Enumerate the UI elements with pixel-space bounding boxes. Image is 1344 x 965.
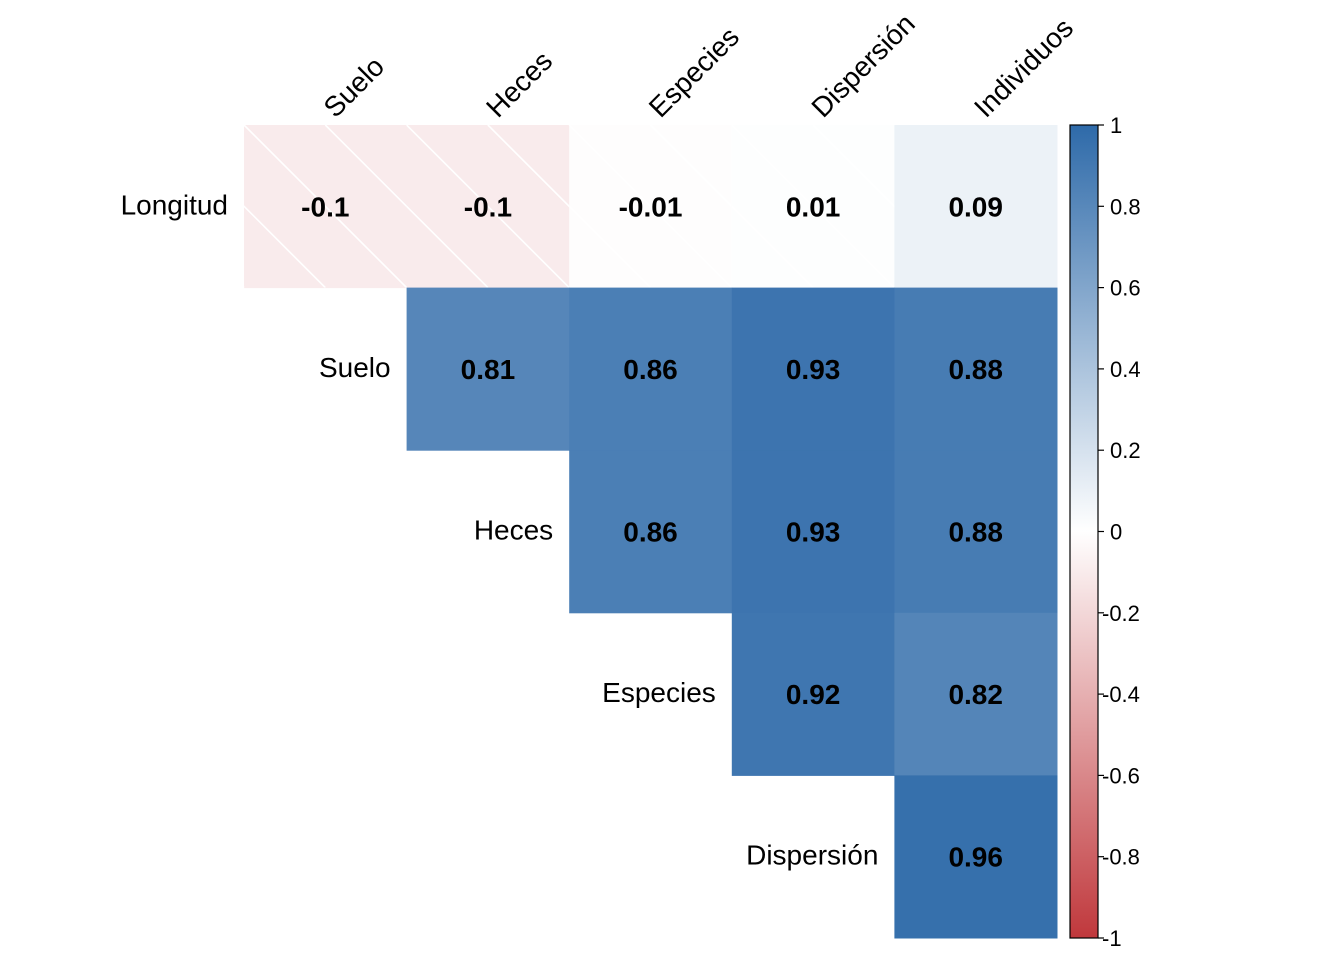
hatch-line xyxy=(731,205,814,288)
row-label-dispersion: Dispersión xyxy=(746,840,878,871)
colorbar-tick-label: 0.2 xyxy=(1110,438,1141,463)
cell-value-heces-especies: 0.86 xyxy=(623,517,678,548)
colorbar-tick-label: 0.6 xyxy=(1110,276,1141,301)
hatch-line xyxy=(731,125,895,288)
cell-heces-dispersion xyxy=(731,450,895,614)
cell-especies-individuos xyxy=(894,612,1058,776)
cell-suelo-especies xyxy=(569,287,733,451)
column-label-individuos: Individuos xyxy=(968,12,1079,123)
heatmap-cells xyxy=(244,125,1058,939)
cell-value-suelo-individuos: 0.88 xyxy=(948,354,1003,385)
cell-value-longitud-individuos: 0.09 xyxy=(948,191,1003,222)
hatch-line xyxy=(812,125,895,208)
cell-value-labels: -0.1 -0.1 -0.01 0.01 0.09 0.81 0.86 0.93 0.88 0.8… xyxy=(301,191,1003,872)
cell-value-heces-individuos: 0.88 xyxy=(948,517,1003,548)
cell-value-longitud-heces: -0.1 xyxy=(464,191,512,222)
cell-suelo-heces xyxy=(406,287,570,451)
cell-value-heces-dispersion: 0.93 xyxy=(786,517,841,548)
cell-suelo-dispersion xyxy=(731,287,895,451)
cell-dispersion-individuos xyxy=(894,775,1058,939)
row-label-longitud: Longitud xyxy=(121,189,228,220)
column-label-dispersion: Dispersión xyxy=(805,8,920,123)
colorbar-tick-label: -1 xyxy=(1102,926,1122,951)
column-label-suelo: Suelo xyxy=(318,51,391,124)
cell-value-dispersion-individuos: 0.96 xyxy=(948,842,1003,873)
cell-heces-individuos xyxy=(894,450,1058,614)
hatch-line xyxy=(406,125,570,288)
row-labels: Longitud Suelo Heces Especies Dispersión xyxy=(121,189,879,870)
cell-value-longitud-especies: -0.01 xyxy=(619,191,683,222)
colorbar-tick-label: -0.8 xyxy=(1102,845,1140,870)
cell-value-especies-individuos: 0.82 xyxy=(948,679,1003,710)
cell-heces-especies xyxy=(569,450,733,614)
colorbar-tick-label: -0.2 xyxy=(1102,601,1140,626)
hatch-line xyxy=(569,125,732,288)
colorbar-tick-label: 0 xyxy=(1110,520,1122,545)
hatch-longitud-suelo xyxy=(244,125,407,288)
row-label-especies: Especies xyxy=(602,677,716,708)
colorbar: 1 0.8 0.6 0.4 0.2 0 -0.2 -0.4 -0.6 -0.8 -1 xyxy=(1069,113,1141,951)
cell-value-suelo-especies: 0.86 xyxy=(623,354,678,385)
hatch-line xyxy=(244,205,326,288)
colorbar-tick-label: 1 xyxy=(1110,113,1122,138)
cell-value-especies-dispersion: 0.92 xyxy=(786,679,841,710)
colorbar-tick-label: 0.4 xyxy=(1110,357,1141,382)
hatch-line xyxy=(244,125,407,288)
cell-especies-dispersion xyxy=(731,612,895,776)
hatch-longitud-dispersion xyxy=(731,125,895,288)
cell-longitud-individuos xyxy=(894,125,1058,289)
hatch-line xyxy=(406,205,489,288)
cell-suelo-individuos xyxy=(894,287,1058,451)
cell-value-longitud-dispersion: 0.01 xyxy=(786,191,841,222)
cell-value-suelo-dispersion: 0.93 xyxy=(786,354,841,385)
column-label-especies: Especies xyxy=(643,21,745,123)
colorbar-tick-label: -0.6 xyxy=(1102,763,1140,788)
hatch-line xyxy=(569,205,652,288)
colorbar-tick-label: 0.8 xyxy=(1110,194,1141,219)
cell-value-suelo-heces: 0.81 xyxy=(461,354,516,385)
row-label-suelo: Suelo xyxy=(319,352,391,383)
cell-value-longitud-suelo: -0.1 xyxy=(301,191,349,222)
colorbar-gradient xyxy=(1069,124,1099,939)
row-label-heces: Heces xyxy=(474,515,553,546)
column-labels: Suelo Heces Especies Dispersión Individuos xyxy=(318,8,1079,123)
hatch-line xyxy=(324,125,407,208)
column-label-heces: Heces xyxy=(480,45,558,123)
colorbar-tick-label: -0.4 xyxy=(1102,682,1140,707)
